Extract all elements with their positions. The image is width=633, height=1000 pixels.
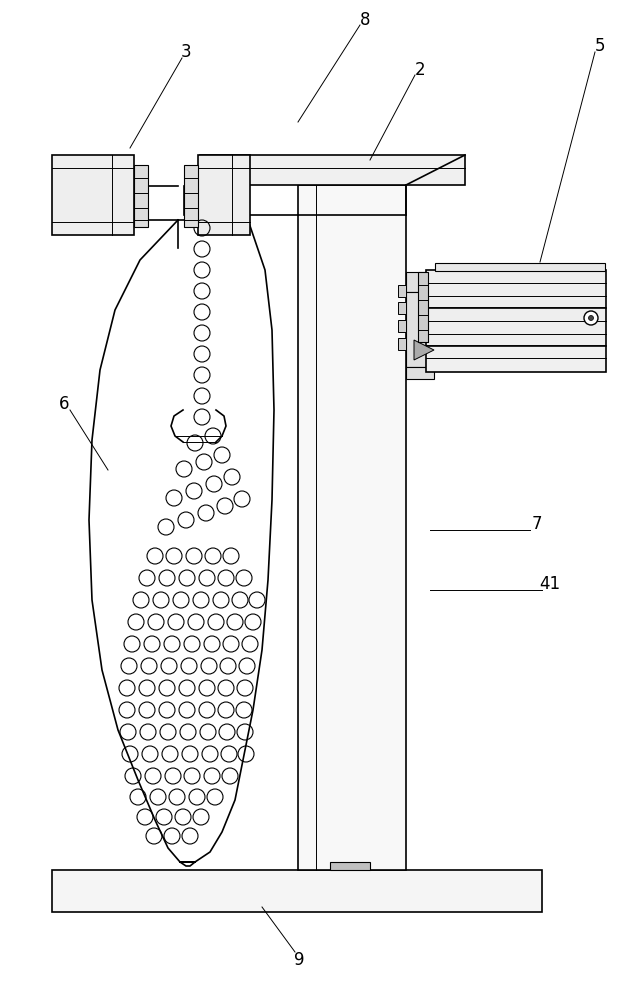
Text: 5: 5 (595, 37, 605, 55)
Bar (406, 367, 434, 379)
Polygon shape (414, 340, 434, 360)
Bar (406, 292, 426, 367)
Bar (184, 165, 198, 227)
Bar (298, 185, 406, 870)
Bar (426, 346, 606, 372)
Bar (134, 165, 148, 227)
Circle shape (589, 316, 594, 320)
Bar (435, 263, 605, 271)
Bar (200, 155, 465, 185)
Text: 3: 3 (180, 43, 191, 61)
Bar (52, 155, 134, 235)
Bar (52, 870, 542, 912)
Text: 7: 7 (532, 515, 542, 533)
Bar (398, 320, 406, 332)
Bar (398, 285, 406, 297)
Bar (426, 308, 606, 346)
Text: 8: 8 (360, 11, 370, 29)
Text: 9: 9 (294, 951, 304, 969)
Circle shape (584, 311, 598, 325)
Bar (406, 272, 434, 292)
Text: 41: 41 (539, 575, 561, 593)
Bar (398, 302, 406, 314)
Bar (198, 155, 250, 235)
Text: 6: 6 (59, 395, 69, 413)
Bar (398, 338, 406, 350)
Text: 2: 2 (415, 61, 425, 79)
Bar (426, 270, 606, 308)
Bar (330, 862, 370, 870)
Bar (418, 272, 428, 342)
